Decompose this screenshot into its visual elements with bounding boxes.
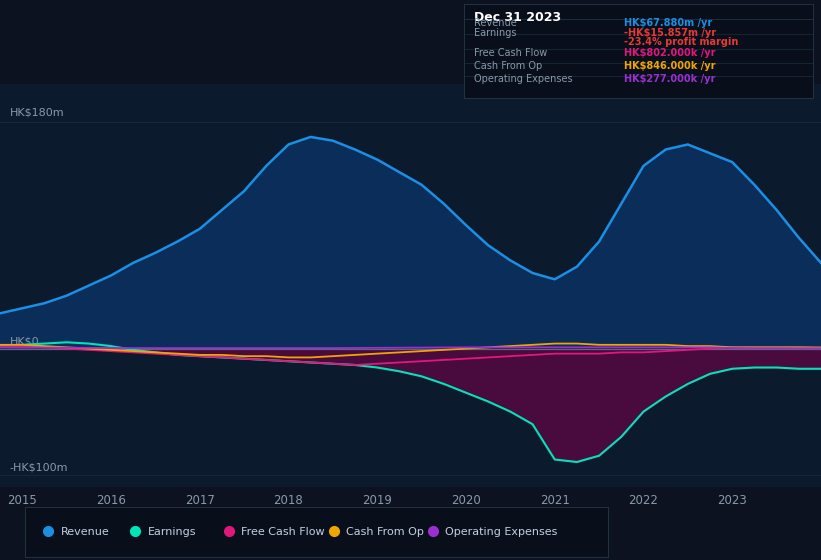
Text: Cash From Op: Cash From Op — [475, 61, 543, 71]
Text: Operating Expenses: Operating Expenses — [475, 74, 573, 84]
Text: -23.4% profit margin: -23.4% profit margin — [624, 38, 739, 48]
Text: HK$0: HK$0 — [10, 337, 39, 347]
Text: Dec 31 2023: Dec 31 2023 — [475, 11, 562, 24]
Text: Free Cash Flow: Free Cash Flow — [475, 48, 548, 58]
Text: HK$846.000k /yr: HK$846.000k /yr — [624, 61, 716, 71]
Text: Revenue: Revenue — [61, 527, 109, 537]
Text: Earnings: Earnings — [475, 28, 517, 38]
Text: Earnings: Earnings — [149, 527, 197, 537]
Text: Operating Expenses: Operating Expenses — [446, 527, 557, 537]
Text: Revenue: Revenue — [475, 18, 517, 28]
Text: -HK$100m: -HK$100m — [10, 463, 68, 473]
Text: Cash From Op: Cash From Op — [346, 527, 424, 537]
Text: -HK$15.857m /yr: -HK$15.857m /yr — [624, 28, 717, 38]
Text: HK$67.880m /yr: HK$67.880m /yr — [624, 18, 713, 28]
Text: Free Cash Flow: Free Cash Flow — [241, 527, 325, 537]
Text: HK$802.000k /yr: HK$802.000k /yr — [624, 48, 716, 58]
Text: HK$277.000k /yr: HK$277.000k /yr — [624, 74, 716, 84]
Text: HK$180m: HK$180m — [10, 108, 65, 118]
